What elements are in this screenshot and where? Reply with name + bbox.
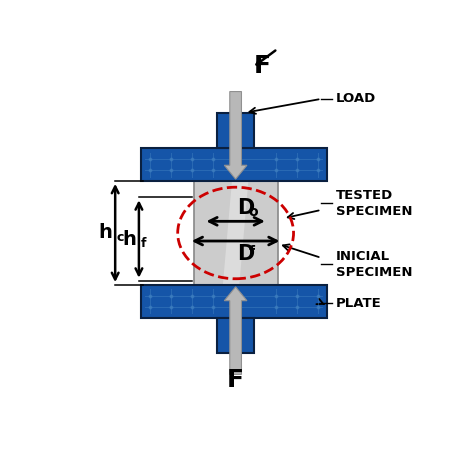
FancyArrow shape: [224, 287, 247, 374]
Text: PLATE: PLATE: [336, 297, 382, 310]
Text: INICIAL
SPECIMEN: INICIAL SPECIMEN: [336, 250, 412, 279]
Bar: [141, 148, 327, 181]
Text: F: F: [227, 368, 244, 392]
Text: o: o: [248, 205, 258, 219]
Text: f: f: [140, 237, 146, 250]
Text: f: f: [248, 246, 255, 259]
Bar: [194, 181, 278, 285]
Bar: [218, 318, 254, 353]
Text: D: D: [237, 244, 255, 264]
Text: LOAD: LOAD: [336, 92, 376, 105]
Text: h: h: [99, 223, 112, 243]
Text: c: c: [117, 231, 124, 244]
Text: h: h: [122, 229, 136, 248]
Text: D: D: [237, 198, 255, 218]
Polygon shape: [223, 181, 248, 285]
FancyArrow shape: [224, 91, 247, 179]
Text: F: F: [254, 54, 271, 78]
Text: TESTED
SPECIMEN: TESTED SPECIMEN: [336, 189, 412, 218]
Bar: [141, 285, 327, 318]
Bar: [218, 113, 254, 148]
